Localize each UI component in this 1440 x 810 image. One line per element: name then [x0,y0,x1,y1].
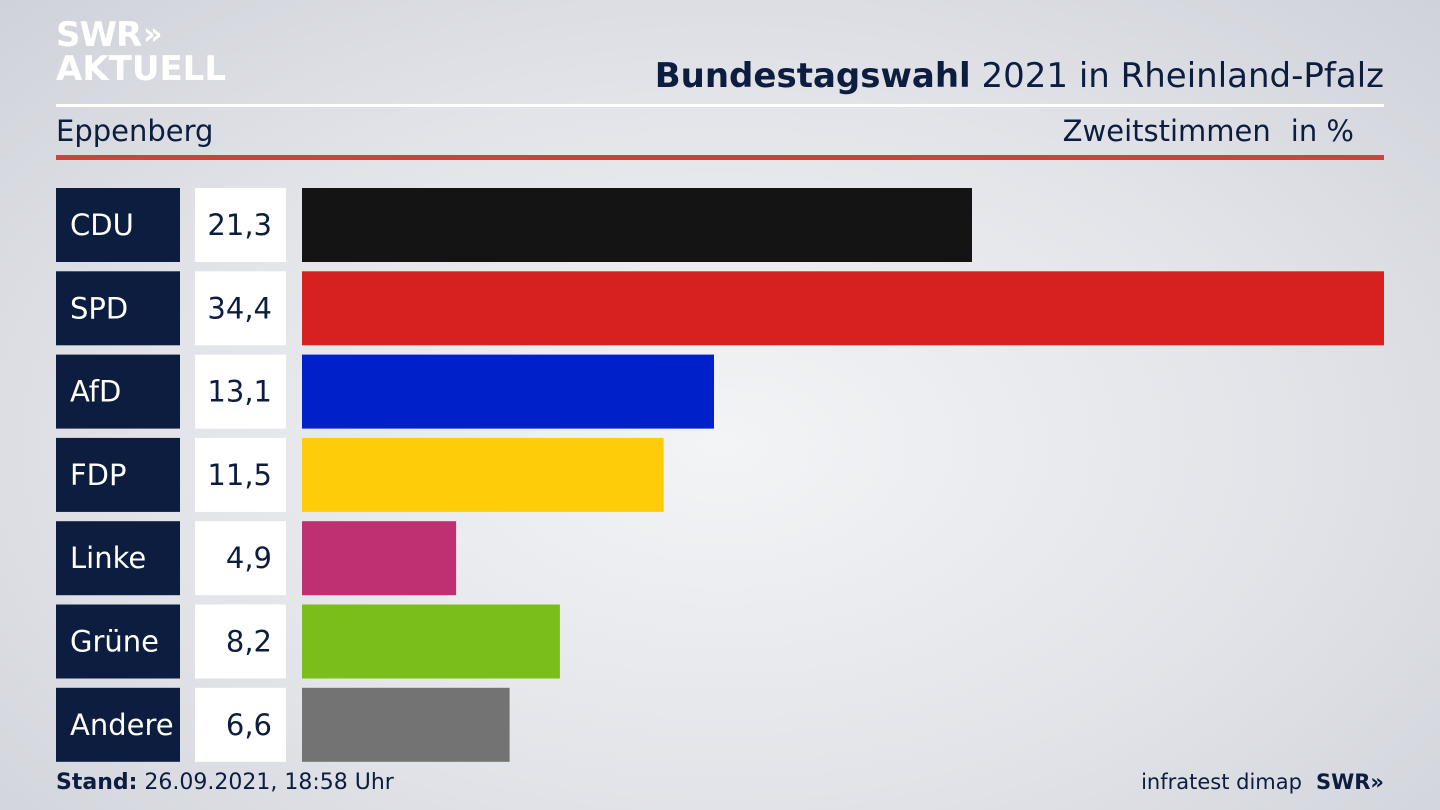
measure-name: Zweitstimmen [1062,114,1271,148]
party-label-box [56,604,180,679]
bar-gr-ne [302,604,560,679]
party-label: CDU [70,208,134,242]
bar-fdp [302,437,664,512]
bar-row-andere: Andere 6,6 [56,687,510,762]
bar-row-linke: Linke 4,9 [56,521,457,596]
accent-divider [56,155,1384,160]
party-label: Grüne [70,625,159,659]
logo-aktuell-text: AKTUELL [56,49,227,89]
party-label: SPD [70,291,128,325]
header-divider [56,104,1384,107]
measure-label: Zweitstimmen in % [1063,114,1354,148]
value-label-box [195,521,286,596]
bar-cdu [302,188,972,262]
measure-unit: in % [1290,114,1354,148]
party-label: Linke [70,541,146,575]
bar-row-afd: AfD 13,1 [56,354,714,429]
bar-andere [302,687,510,762]
party-label: FDP [70,458,127,492]
value-label: 21,3 [207,208,272,242]
stand-timestamp: Stand: 26.09.2021, 18:58 Uhr [56,770,394,795]
party-label-box [56,354,180,429]
bar-afd [302,354,714,429]
source-credit: infratest dimap SWR» [1141,770,1384,794]
logo-swr-text: SWR [56,15,142,55]
stand-label: Stand: [56,770,138,795]
swr-brand-logo: SWR» [1315,770,1384,794]
value-label-box [195,604,286,679]
party-label-box [56,437,180,512]
bar-row-spd: SPD 34,4 [56,271,1384,346]
value-label-box [195,271,286,346]
party-label: Andere [70,708,174,742]
value-label-box [195,687,286,762]
title-bold: Bundestagswahl [654,56,971,96]
bar-spd [302,271,1384,346]
value-label: 8,2 [226,625,272,659]
party-label-box [56,521,180,596]
region-label: Eppenberg [56,114,214,148]
party-label-box [56,687,180,762]
bar-row-fdp: FDP 11,5 [56,437,664,512]
value-label: 11,5 [207,458,272,492]
value-label: 13,1 [207,375,272,409]
value-label-box [195,188,286,262]
page-title: Bundestagswahl 2021 in Rheinland-Pfalz [655,56,1384,96]
value-label: 6,6 [226,708,272,742]
bar-linke [302,521,457,596]
source-text: infratest dimap [1141,770,1302,794]
value-label: 34,4 [207,291,272,325]
party-label-box [56,188,180,262]
swr-aktuell-logo: SWR» AKTUELL [56,15,227,89]
stand-value: 26.09.2021, 18:58 Uhr [137,770,394,795]
bar-row-cdu: CDU 21,3 [56,188,972,262]
value-label-box [195,354,286,429]
title-rest: 2021 in Rheinland-Pfalz [970,56,1384,96]
bar-row-gr-ne: Grüne 8,2 [56,604,560,679]
party-label: AfD [70,375,121,409]
value-label: 4,9 [226,541,272,575]
value-label-box [195,437,286,512]
party-label-box [56,271,180,346]
